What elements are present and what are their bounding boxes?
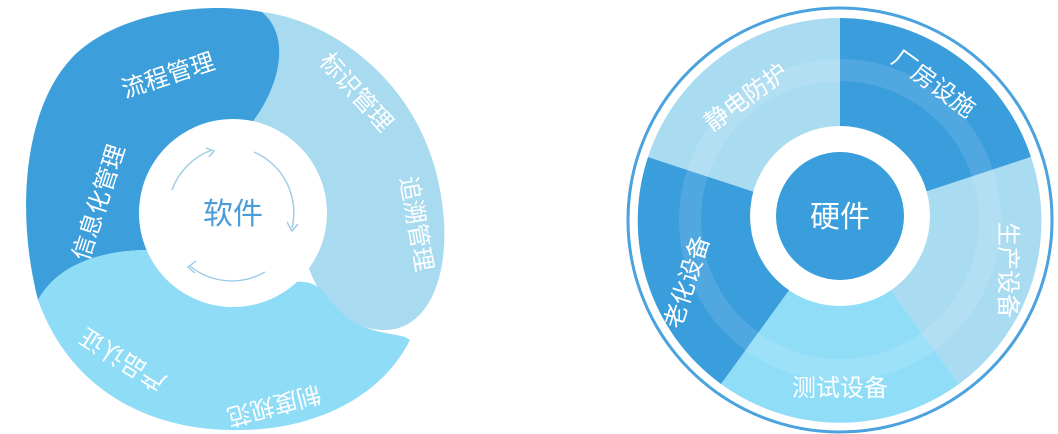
software-lobe-right [250, 12, 445, 330]
hardware-label-production: 生产设备 [994, 222, 1022, 318]
cycle-arrows-icon [171, 147, 299, 282]
hardware-center-label: 硬件 [810, 200, 870, 235]
hardware-segment-test [721, 220, 959, 423]
hardware-wheel: 硬件 厂房设施 生产设备 测试设备 老化设备 静电防护 [626, 6, 1054, 434]
software-lobe-left [26, 8, 280, 301]
hardware-inner-shade [679, 59, 1001, 381]
software-center-label: 软件 [203, 197, 263, 232]
hardware-center [776, 152, 904, 280]
software-lobe-bottom [38, 250, 410, 431]
software-wheel: 软件 信息化管理 流程管理 标识管理 追溯管理 制度规范 产品认证 [26, 8, 445, 431]
hardware-label-test: 测试设备 [792, 374, 888, 402]
software-center [139, 119, 327, 307]
